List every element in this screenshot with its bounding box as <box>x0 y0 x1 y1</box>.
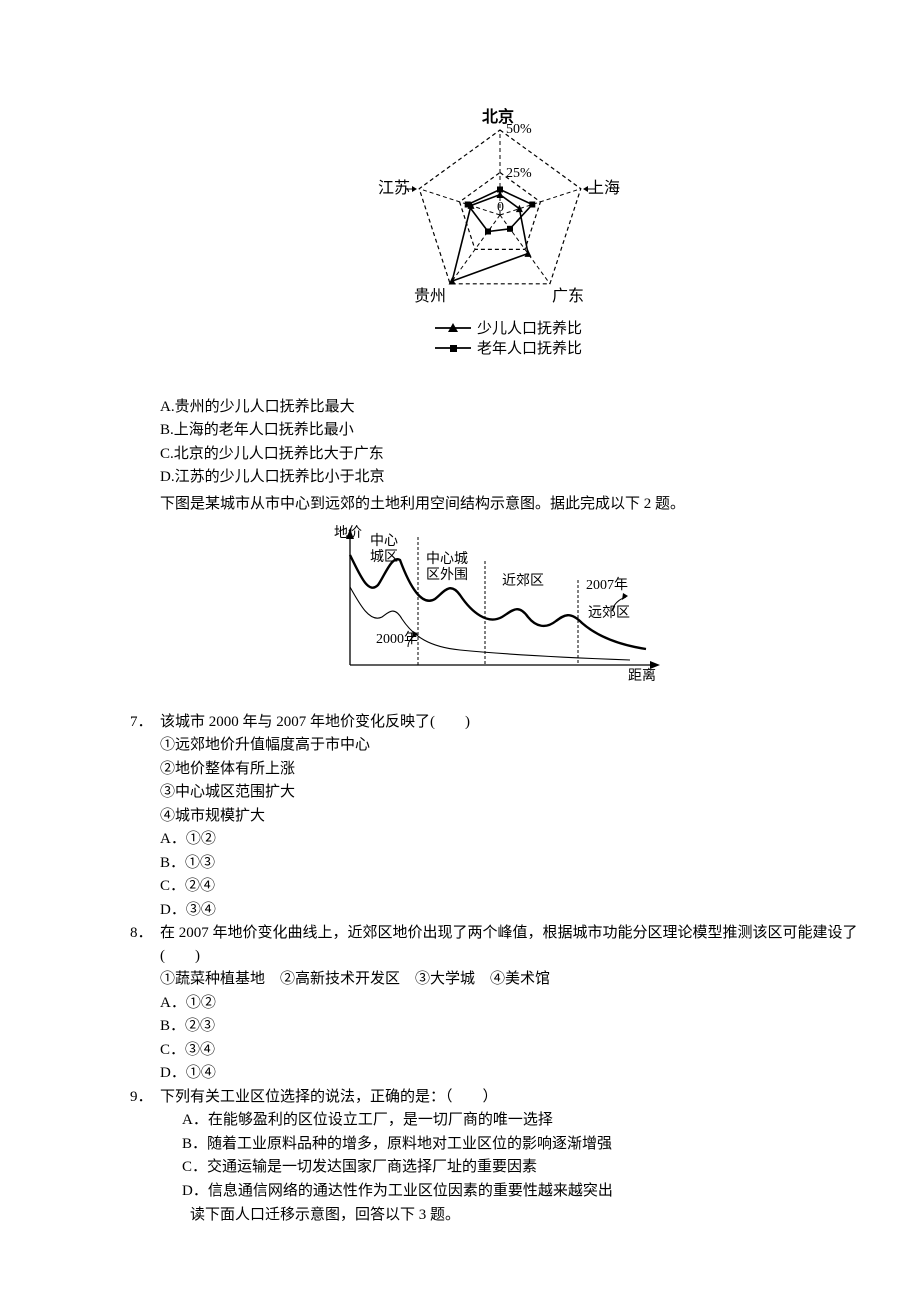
svg-text:老年人口抚养比: 老年人口抚养比 <box>477 340 582 357</box>
q7-option-a: A．①② <box>160 828 870 851</box>
zone-exurb: 远郊区 <box>588 604 630 621</box>
landprice-svg: 地价 距离 中心 城区 中心城 区外围 近郊区 2007年 远郊区 2000年 <box>330 525 670 685</box>
q8-option-b: B．②③ <box>160 1015 870 1038</box>
pentagon-chart: 50% 25% 0 北京 上海 广东 贵州 江苏 少儿人口抚养比 老年人口抚养比 <box>130 100 870 378</box>
axis-beijing: 北京 <box>482 107 514 126</box>
axis-jiangsu: 江苏 <box>378 179 410 197</box>
y-axis-label: 地价 <box>334 525 362 541</box>
q7-sub-1: ①远郊地价升值幅度高于市中心 <box>160 734 870 757</box>
q7-sub-3: ③中心城区范围扩大 <box>160 781 870 804</box>
zone-suburb: 近郊区 <box>502 572 544 589</box>
q9-option-c: C．交通运输是一切发达国家厂商选择厂址的重要因素 <box>182 1156 870 1179</box>
svg-text:区外围: 区外围 <box>426 567 468 583</box>
zone-outer: 中心城 <box>426 551 468 567</box>
q7-option-b: B．①③ <box>160 852 870 875</box>
q6-option-a: A.贵州的少儿人口抚养比最大 <box>160 396 870 419</box>
q9-option-d: D．信息通信网络的通达性作为工业区位因素的重要性越来越突出 <box>182 1180 870 1203</box>
q6-option-list: A.贵州的少儿人口抚养比最大 B.上海的老年人口抚养比最小 C.北京的少儿人口抚… <box>160 396 870 489</box>
zone-center: 中心 <box>370 533 398 549</box>
q7-sub-2: ②地价整体有所上涨 <box>160 758 870 781</box>
q8-stem: 在 2007 年地价变化曲线上，近郊区地价出现了两个峰值，根据城市功能分区理论模… <box>160 922 870 967</box>
q8-option-d: D．①④ <box>160 1062 870 1085</box>
q6-option-b: B.上海的老年人口抚养比最小 <box>160 419 870 442</box>
axis-guangdong: 广东 <box>552 287 584 305</box>
q8-option-a: A．①② <box>160 992 870 1015</box>
svg-text:少儿人口抚养比: 少儿人口抚养比 <box>477 320 582 337</box>
intro-7-8: 下图是某城市从市中心到远郊的土地利用空间结构示意图。据此完成以下 2 题。 <box>160 493 870 516</box>
q8-number: 8． <box>130 922 160 1086</box>
x-axis-label: 距离 <box>628 667 656 684</box>
q6-option-c: C.北京的少儿人口抚养比大于广东 <box>160 443 870 466</box>
series-2000: 2000年 <box>376 631 418 647</box>
q9-number: 9． <box>130 1086 160 1227</box>
svg-text:城区: 城区 <box>370 549 398 565</box>
q9-stem: 下列有关工业区位选择的说法，正确的是：（ ） <box>160 1086 870 1109</box>
legend: 少儿人口抚养比 老年人口抚养比 <box>435 320 582 357</box>
q7-option-d: D．③④ <box>160 899 870 922</box>
ring-label-25: 25% <box>506 166 532 181</box>
q9-option-a: A．在能够盈利的区位设立工厂，是一切厂商的唯一选择 <box>182 1109 870 1132</box>
q6-option-d: D.江苏的少儿人口抚养比小于北京 <box>160 466 870 489</box>
series-2007: 2007年 <box>586 577 628 593</box>
axis-guizhou: 贵州 <box>414 287 446 305</box>
q8-subs: ①蔬菜种植基地 ②高新技术开发区 ③大学城 ④美术馆 <box>160 968 870 991</box>
q7-sub-4: ④城市规模扩大 <box>160 805 870 828</box>
landprice-chart: 地价 距离 中心 城区 中心城 区外围 近郊区 2007年 远郊区 2000年 <box>130 525 870 693</box>
q10-intro: 读下面人口迁移示意图，回答以下 3 题。 <box>190 1204 870 1227</box>
q8-option-c: C．③④ <box>160 1039 870 1062</box>
q9-option-b: B．随着工业原料品种的增多，原料地对工业区位的影响逐渐增强 <box>182 1133 870 1156</box>
q7-stem: 该城市 2000 年与 2007 年地价变化反映了( ) <box>160 711 870 734</box>
q7-option-c: C．②④ <box>160 875 870 898</box>
ring-label-0: 0 <box>497 200 504 215</box>
radar-svg: 50% 25% 0 北京 上海 广东 贵州 江苏 少儿人口抚养比 老年人口抚养比 <box>350 100 650 370</box>
axis-shanghai: 上海 <box>588 179 620 197</box>
q7-number: 7． <box>130 711 160 923</box>
